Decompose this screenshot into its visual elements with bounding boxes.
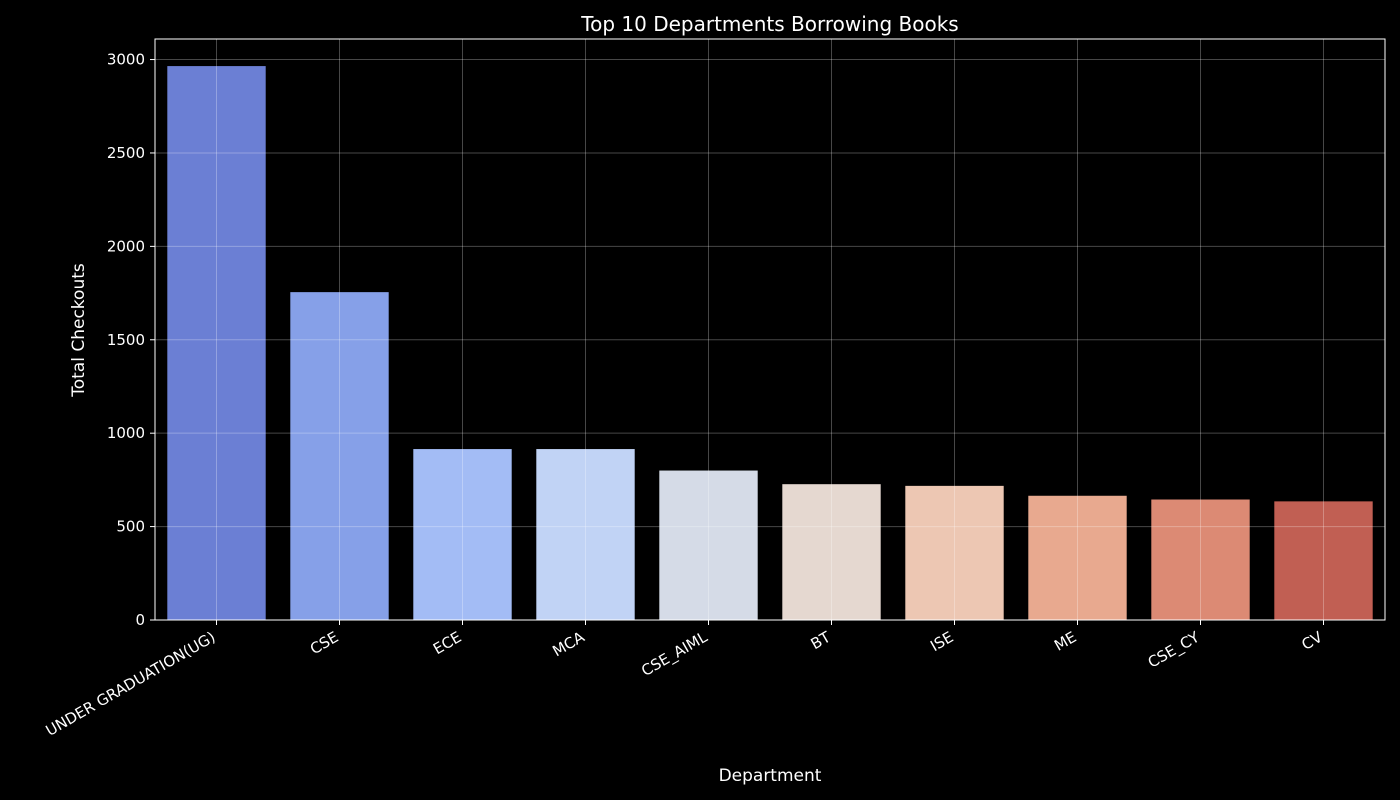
y-tick-label: 500: [116, 518, 145, 536]
bar: [413, 449, 512, 620]
x-tick-label: CV: [1299, 628, 1327, 654]
bar: [782, 484, 881, 620]
y-axis-label: Total Checkouts: [69, 263, 89, 398]
y-tick-label: 2000: [107, 237, 145, 255]
plot-frame: [154, 38, 1386, 621]
bar: [905, 485, 1004, 620]
bars: [167, 66, 1373, 620]
bar: [290, 292, 389, 620]
x-tick-label: CSE_CY: [1145, 627, 1204, 672]
x-tick-label: ME: [1051, 628, 1079, 655]
x-tick-label: UNDER GRADUATION(UG): [43, 628, 219, 740]
bar: [1151, 499, 1250, 620]
y-tick-label: 2500: [107, 144, 145, 162]
bar: [536, 449, 635, 620]
y-axis: 0 500 1000 1500 2000 2500 3000: [107, 51, 155, 629]
y-tick-label: 1500: [107, 331, 145, 349]
bar: [167, 66, 266, 620]
y-tick-label: 1000: [107, 424, 145, 442]
x-tick-label: BT: [808, 627, 835, 653]
bar: [1028, 495, 1127, 620]
x-tick-label: MCA: [549, 628, 588, 661]
y-tick-label: 3000: [107, 51, 145, 69]
bar: [1274, 501, 1373, 620]
y-tick-label: 0: [135, 611, 145, 629]
x-axis-label: Department: [719, 766, 822, 786]
chart-title: Top 10 Departments Borrowing Books: [580, 12, 958, 36]
x-tick-label: ISE: [927, 628, 956, 655]
x-axis: UNDER GRADUATION(UG) CSE ECE MCA CSE_AIML BT I…: [43, 620, 1326, 740]
x-tick-label: CSE: [307, 628, 342, 658]
grid: [155, 39, 1385, 621]
bar: [659, 470, 758, 620]
x-tick-label: CSE_AIML: [638, 628, 711, 681]
x-tick-label: ECE: [430, 628, 464, 658]
